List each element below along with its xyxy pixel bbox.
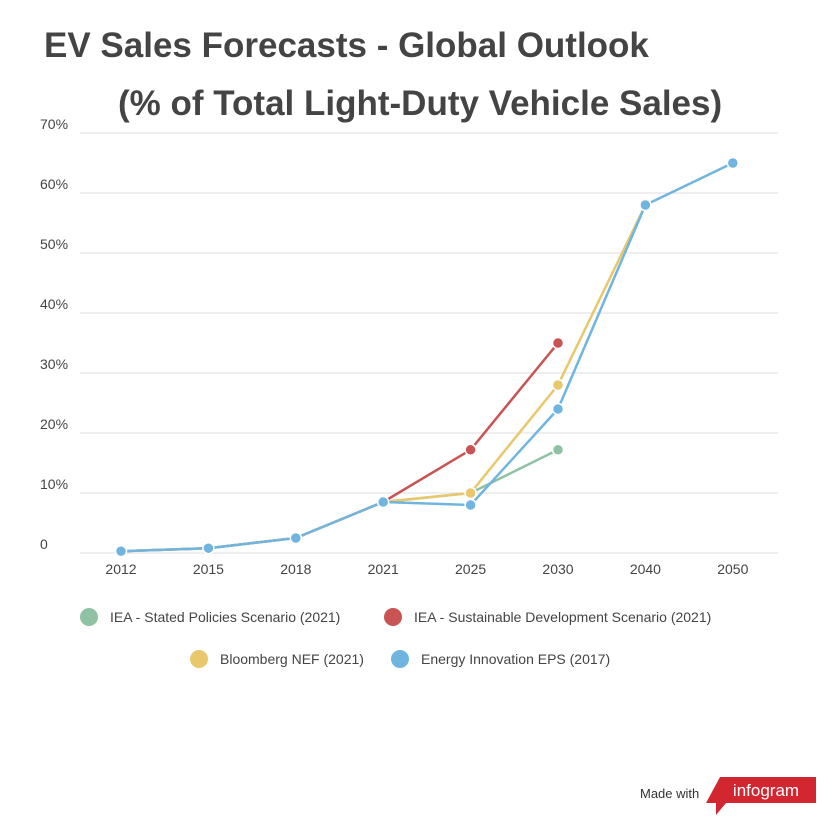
x-tick-label: 2040 [630, 561, 661, 577]
legend-label: IEA - Stated Policies Scenario (2021) [110, 609, 341, 625]
y-tick-label: 30% [40, 356, 68, 372]
data-point [551, 378, 565, 392]
legend-item[interactable]: IEA - Sustainable Development Scenario (… [384, 608, 711, 626]
x-tick-label: 2015 [193, 561, 224, 577]
series-line [120, 161, 734, 553]
data-point [464, 443, 477, 457]
y-tick-label: 40% [40, 296, 68, 312]
data-point [464, 498, 477, 512]
data-point [551, 336, 565, 350]
data-point [376, 495, 390, 509]
chart-subtitle: (% of Total Light-Duty Vehicle Sales) [118, 84, 723, 123]
x-tick-label: 2050 [717, 561, 748, 577]
y-tick-label: 20% [40, 416, 68, 432]
data-point [551, 402, 565, 416]
legend-label: Energy Innovation EPS (2017) [421, 651, 611, 667]
line-chart: 0 10% 20% 30% 40% 50% 60% 70% 2012 2015 2018 2021 20… [40, 116, 778, 577]
legend-item[interactable]: Bloomberg NEF (2021) [190, 650, 364, 668]
y-tick-label: 0 [40, 536, 48, 552]
infogram-logo[interactable]: infogram [706, 775, 816, 817]
y-tick-label: 60% [40, 176, 68, 192]
data-point [464, 486, 477, 500]
y-tick-label: 10% [40, 476, 68, 492]
legend-label: Bloomberg NEF (2021) [220, 651, 364, 667]
legend-label: IEA - Sustainable Development Scenario (… [414, 609, 712, 625]
x-tick-label: 2012 [105, 561, 136, 577]
data-point [202, 541, 215, 555]
legend-dot-icon [384, 608, 402, 626]
legend-dot-icon [391, 650, 409, 668]
data-point [114, 544, 128, 558]
x-tick-label: 2018 [280, 561, 311, 577]
x-tick-label: 2021 [368, 561, 399, 577]
data-point [289, 531, 303, 545]
chart-title: EV Sales Forecasts - Global Outlook [44, 26, 649, 65]
x-tick-label: 2030 [542, 561, 573, 577]
legend-item[interactable]: IEA - Stated Policies Scenario (2021) [80, 608, 340, 626]
y-tick-label: 50% [40, 236, 68, 252]
data-point [551, 443, 565, 457]
data-point [639, 198, 652, 212]
data-point [726, 156, 740, 170]
made-with-label: Made with [640, 786, 700, 801]
legend-item[interactable]: Energy Innovation EPS (2017) [391, 650, 610, 668]
x-tick-label: 2025 [455, 561, 486, 577]
legend-dot-icon [80, 608, 98, 626]
y-tick-label: 70% [40, 116, 68, 132]
svg-text:infogram: infogram [733, 781, 799, 800]
legend-dot-icon [190, 650, 208, 668]
